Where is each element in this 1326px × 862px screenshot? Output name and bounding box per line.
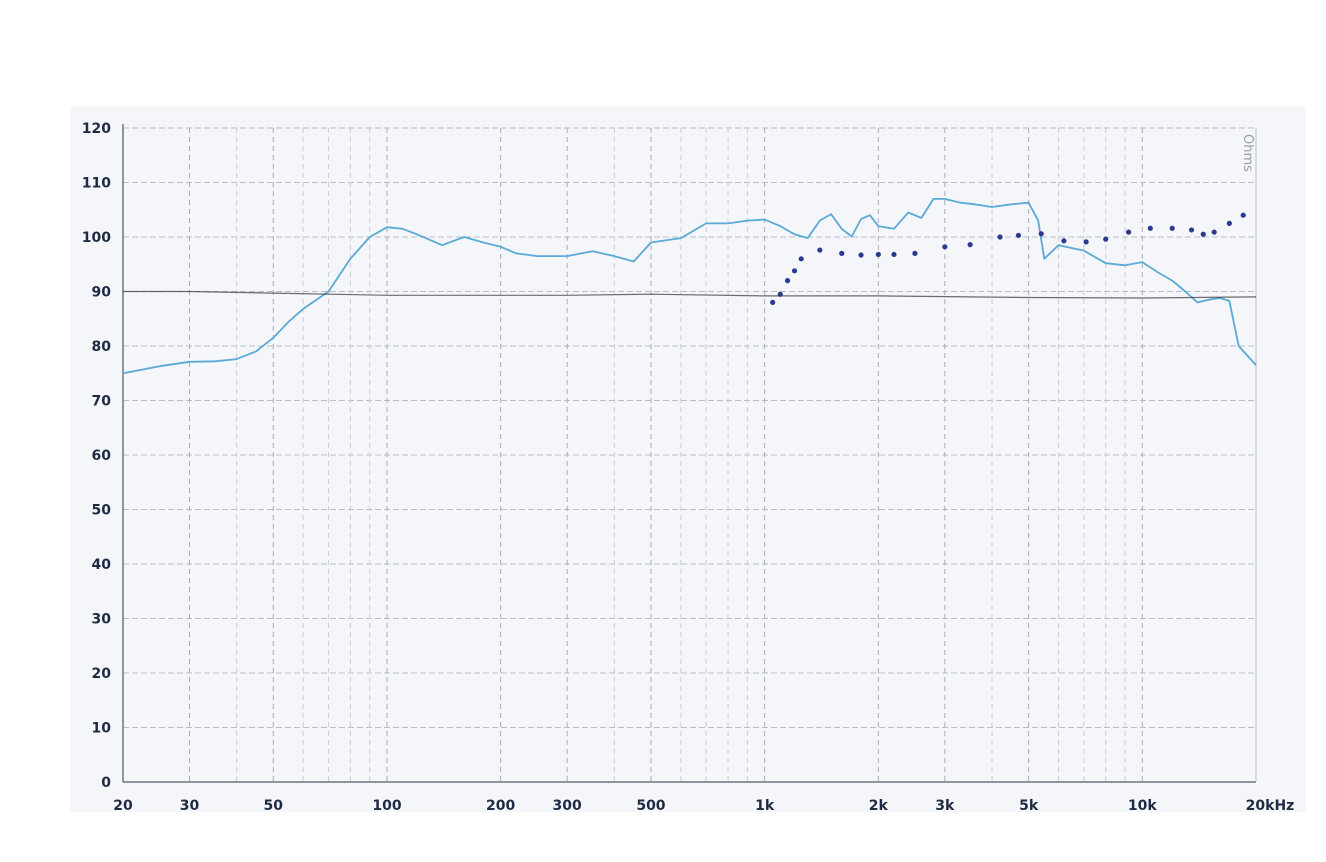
dotted-series-point xyxy=(1211,229,1217,235)
y-tick-label: 40 xyxy=(92,557,112,573)
dotted-series-point xyxy=(784,278,791,284)
dotted-series-point xyxy=(1200,231,1206,237)
response-curve-series xyxy=(122,198,1257,375)
y-tick-label: 10 xyxy=(92,721,112,737)
tick-labels: 0 10 20 30 40 50 60 70 80 90 100 110 120 20 30 50 100 200… xyxy=(82,121,1295,814)
dotted-series-point xyxy=(912,250,918,256)
dotted-series-point xyxy=(1103,236,1109,242)
dotted-series-point xyxy=(798,256,804,262)
dotted-series-point xyxy=(1188,227,1195,233)
dotted-series-point xyxy=(817,247,823,253)
x-tick-label: 5k xyxy=(1019,798,1039,814)
dotted-series-point xyxy=(967,242,973,248)
dotted-series-point xyxy=(1147,225,1153,231)
x-tick-label: 100 xyxy=(372,798,401,814)
y-tick-label: 100 xyxy=(82,230,111,246)
dotted-series-point xyxy=(1061,238,1067,244)
y-tick-label: 70 xyxy=(92,394,112,410)
dotted-series-point xyxy=(942,244,948,250)
x-tick-label: 1k xyxy=(755,798,775,814)
y-tick-label: 30 xyxy=(92,612,112,628)
dotted-series-point xyxy=(839,250,845,256)
reference-line-series xyxy=(123,290,1257,299)
y-tick-label: 60 xyxy=(92,448,112,464)
y-tick-label: 110 xyxy=(82,176,111,192)
dotted-series-point xyxy=(997,234,1003,240)
dotted-series-point xyxy=(891,251,897,258)
x-tick-label: 200 xyxy=(486,798,515,814)
y-tick-label: 20 xyxy=(92,666,112,682)
x-tick-label: 50 xyxy=(264,798,284,814)
dotted-series-point xyxy=(1083,239,1089,245)
dotted-series-point xyxy=(1169,225,1175,231)
series-group xyxy=(122,198,1257,375)
x-tick-label: 20 xyxy=(113,798,133,814)
y-tick-label: 80 xyxy=(92,339,112,355)
dotted-series-point xyxy=(875,251,881,258)
dotted-series-point xyxy=(1240,212,1246,218)
x-tick-label: 2k xyxy=(869,798,889,814)
plot-background xyxy=(70,106,1306,812)
x-tick-label: 500 xyxy=(636,798,665,814)
y-tick-label: 0 xyxy=(101,775,111,791)
dotted-series-point xyxy=(1015,232,1022,238)
dotted-series-point xyxy=(1126,229,1132,235)
dotted-series-point xyxy=(1226,220,1232,226)
dotted-series-point xyxy=(858,252,864,258)
x-tick-label: 30 xyxy=(180,798,200,814)
grid xyxy=(122,127,1257,783)
right-axis-unit-label: Ohms xyxy=(1240,134,1255,172)
y-tick-label: 120 xyxy=(82,121,111,137)
dotted-series-point xyxy=(1038,231,1044,237)
axes xyxy=(122,124,1257,783)
y-tick-label: 50 xyxy=(92,503,112,519)
x-tick-label: 10k xyxy=(1128,798,1157,814)
x-tick-label: 300 xyxy=(553,798,582,814)
x-tick-label: 3k xyxy=(935,798,955,814)
dotted-series-point xyxy=(770,299,776,305)
x-tick-label: 20kHz xyxy=(1246,798,1295,814)
dotted-series-point xyxy=(791,268,798,274)
y-tick-label: 90 xyxy=(92,285,112,301)
